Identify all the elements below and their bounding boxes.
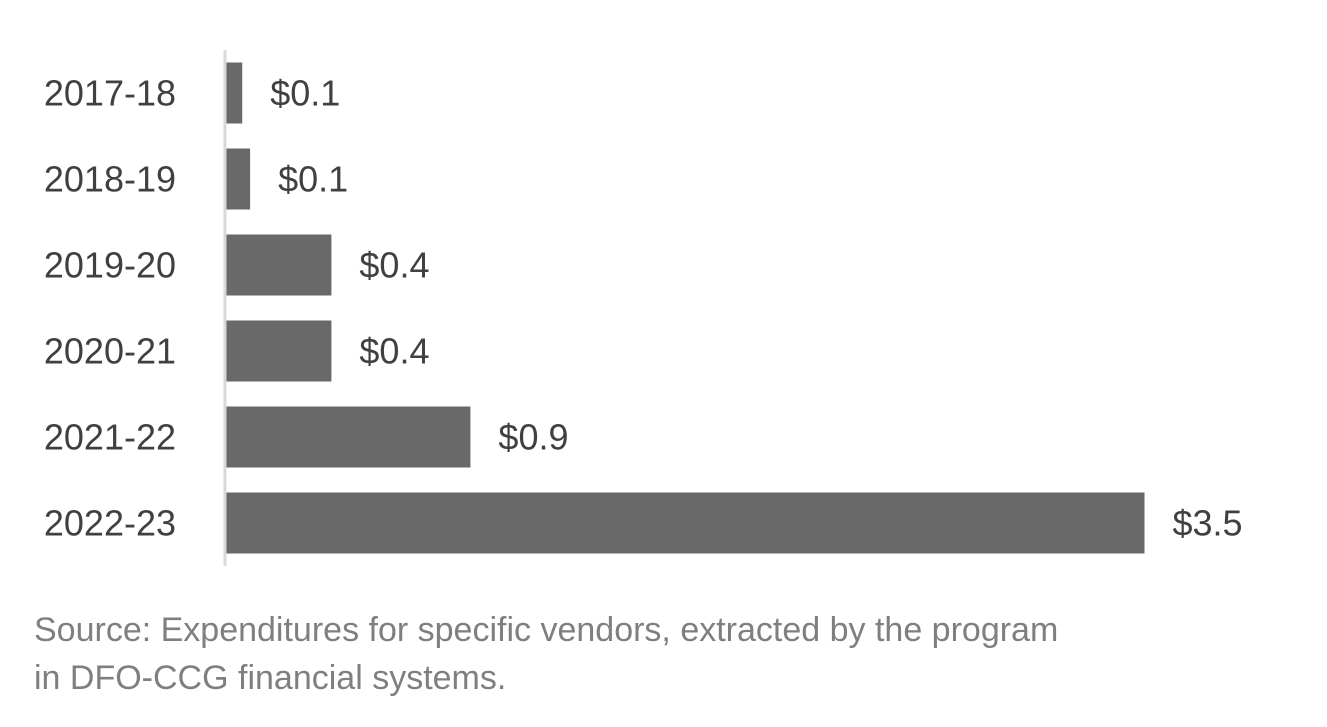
source-note: Source: Expenditures for specific vendor… [34,606,1284,702]
bar-data-label: $3.5 [1173,503,1243,544]
y-tick-label: 2022-23 [44,503,176,544]
bar [226,320,332,382]
y-tick-label: 2020-21 [44,331,176,372]
y-tick-label: 2021-22 [44,417,176,458]
bar-data-label: $0.4 [359,245,429,286]
y-tick-label: 2017-18 [44,73,176,114]
bar [226,148,251,210]
bar [226,234,332,296]
bar [226,62,243,124]
bar-chart: 2017-18 $0.1 2018-19 $0.1 2019-20 $0.4 2020-21… [44,50,1243,566]
bar-data-label: $0.4 [359,331,429,372]
source-note-line-1: Source: Expenditures for specific vendor… [34,611,1059,649]
bar-data-label: $0.1 [270,73,340,114]
bar-data-label: $0.9 [498,417,568,458]
bar [226,406,471,468]
source-note-line-2: in DFO-CCG financial systems. [34,659,507,697]
bar-data-label: $0.1 [278,159,348,200]
bar-chart-svg: 2017-18 $0.1 2018-19 $0.1 2019-20 $0.4 2020-21… [44,50,1243,566]
y-tick-label: 2018-19 [44,159,176,200]
y-tick-label: 2019-20 [44,245,176,286]
bar [226,492,1145,554]
